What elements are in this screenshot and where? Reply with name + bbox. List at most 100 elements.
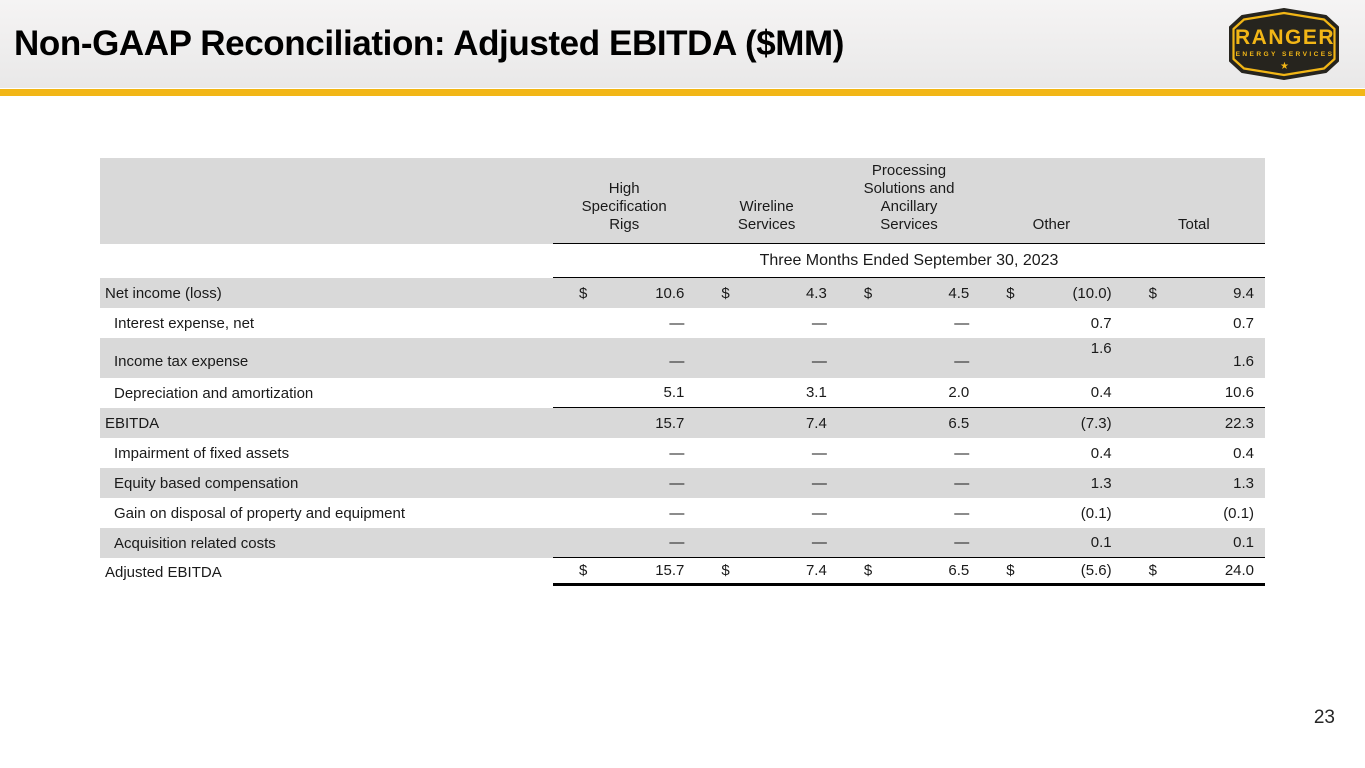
table-row: Income tax expense — — — 1.6 1.6 — [100, 338, 1265, 378]
row-label: Net income (loss) — [105, 284, 222, 302]
row-cells: $10.6 $4.3 $4.5 $ (10.0) $9.4 — [553, 278, 1265, 308]
cell-value: 15.7 — [655, 562, 685, 579]
period-header-row: Three Months Ended September 30, 2023 — [100, 244, 1265, 278]
cell-other: 1.6 — [980, 338, 1122, 378]
cell-other: 0.7 — [980, 308, 1122, 338]
cell-value: 6.5 — [948, 562, 970, 579]
cell-value: (5.6) — [1080, 562, 1112, 579]
column-headers: High Specification Rigs Wireline Service… — [553, 158, 1265, 244]
title-band — [0, 0, 1365, 88]
cell-total: 0.4 — [1123, 438, 1265, 468]
cell-processing-solutions: $4.5 — [838, 278, 980, 308]
row-cells: — — — (0.1) (0.1) — [553, 498, 1265, 528]
cell-wireline-services: $7.4 — [695, 558, 837, 583]
cell-value: — — [669, 444, 685, 462]
column-header-other: Other — [1032, 216, 1071, 233]
cell-total: 10.6 — [1123, 378, 1265, 407]
table-row: Acquisition related costs — — — 0.1 0.1 — [100, 528, 1265, 558]
column-header-total: Total — [1177, 216, 1210, 233]
currency-symbol: $ — [579, 284, 588, 302]
cell-value: 15.7 — [655, 414, 685, 432]
cell-value: — — [811, 314, 827, 332]
currency-symbol: $ — [1148, 284, 1157, 302]
cell-wireline-services: — — [695, 308, 837, 338]
period-header: Three Months Ended September 30, 2023 — [553, 244, 1265, 278]
cell-value: 0.7 — [1233, 314, 1255, 332]
cell-processing-solutions: — — [838, 308, 980, 338]
column-header-wireline-services: Wireline Services — [737, 198, 796, 233]
currency-symbol: $ — [721, 284, 730, 302]
cell-processing-solutions: — — [838, 528, 980, 557]
table-row: Interest expense, net — — — 0.7 0.7 — [100, 308, 1265, 338]
cell-processing-solutions: — — [838, 498, 980, 528]
cell-value: — — [669, 314, 685, 332]
cell-processing-solutions: $6.5 — [838, 558, 980, 583]
table-row: Impairment of fixed assets — — — 0.4 0.4 — [100, 438, 1265, 468]
cell-value: (0.1) — [1223, 504, 1255, 522]
cell-high-spec-rigs: 15.7 — [553, 408, 695, 438]
ranger-logo: RANGER ENERGY SERVICES ★ — [1229, 8, 1339, 80]
cell-value: 2.0 — [948, 384, 970, 401]
cell-wireline-services: — — [695, 338, 837, 378]
logo-tagline-text: ENERGY SERVICES — [1236, 51, 1335, 58]
cell-high-spec-rigs: — — [553, 528, 695, 557]
row-label: Income tax expense — [114, 353, 249, 370]
cell-processing-solutions: — — [838, 468, 980, 498]
cell-value: — — [811, 444, 827, 462]
table-row: Equity based compensation — — — 1.3 1.3 — [100, 468, 1265, 498]
currency-symbol: $ — [1006, 284, 1015, 302]
currency-symbol: $ — [721, 562, 730, 579]
column-header-high-spec-rigs: High Specification Rigs — [581, 180, 667, 233]
row-cells: — — — 1.6 1.6 — [553, 338, 1265, 378]
cell-wireline-services: — — [695, 528, 837, 557]
row-label: Impairment of fixed assets — [114, 444, 290, 462]
cell-value: 22.3 — [1224, 414, 1255, 432]
cell-value: 9.4 — [1233, 284, 1255, 302]
currency-symbol: $ — [863, 562, 873, 579]
cell-value: 5.1 — [663, 384, 685, 401]
cell-value: 0.1 — [1233, 534, 1255, 551]
cell-processing-solutions: 6.5 — [838, 408, 980, 438]
cell-value: 7.4 — [805, 414, 827, 432]
cell-value: 3.1 — [805, 384, 827, 401]
cell-other: 0.4 — [980, 378, 1122, 407]
cell-high-spec-rigs: — — [553, 308, 695, 338]
row-cells: $15.7 $7.4 $6.5 $ (5.6) $24.0 — [553, 558, 1265, 586]
cell-value: — — [954, 534, 970, 551]
slide-title: Non-GAAP Reconciliation: Adjusted EBITDA… — [14, 24, 845, 63]
cell-value: 0.7 — [1090, 314, 1112, 332]
row-cells: — — — 0.7 0.7 — [553, 308, 1265, 338]
row-label: Acquisition related costs — [114, 534, 276, 552]
logo-badge-border — [1232, 11, 1336, 77]
cell-value: — — [669, 504, 685, 522]
cell-wireline-services: — — [695, 438, 837, 468]
cell-other: (0.1) — [980, 498, 1122, 528]
cell-other: $ (5.6) — [980, 558, 1122, 583]
row-cells: 5.1 3.1 2.0 0.4 10.6 — [553, 378, 1265, 408]
header-label-spacer — [100, 158, 553, 244]
cell-total: $9.4 — [1123, 278, 1265, 308]
cell-total: $24.0 — [1123, 558, 1265, 583]
logo-badge-shape — [1229, 8, 1339, 80]
cell-value: — — [954, 314, 970, 332]
cell-wireline-services: 7.4 — [695, 408, 837, 438]
cell-high-spec-rigs: — — [553, 438, 695, 468]
cell-high-spec-rigs: — — [553, 498, 695, 528]
accent-rule — [0, 89, 1365, 96]
cell-value: — — [811, 474, 827, 492]
cell-high-spec-rigs: 5.1 — [553, 378, 695, 407]
cell-other: 0.4 — [980, 438, 1122, 468]
cell-value: — — [954, 504, 970, 522]
cell-high-spec-rigs: — — [553, 468, 695, 498]
cell-value: — — [669, 534, 685, 551]
cell-high-spec-rigs: $10.6 — [553, 278, 695, 308]
row-cells: — — — 0.1 0.1 — [553, 528, 1265, 558]
row-label: Interest expense, net — [114, 314, 255, 332]
currency-symbol: $ — [1006, 562, 1015, 579]
row-cells: — — — 0.4 0.4 — [553, 438, 1265, 468]
cell-value: 7.4 — [805, 562, 827, 579]
cell-processing-solutions: — — [838, 338, 980, 378]
cell-value: 1.6 — [1090, 340, 1112, 357]
cell-value: 0.4 — [1233, 444, 1255, 462]
logo-brand-text: RANGER — [1235, 26, 1335, 49]
